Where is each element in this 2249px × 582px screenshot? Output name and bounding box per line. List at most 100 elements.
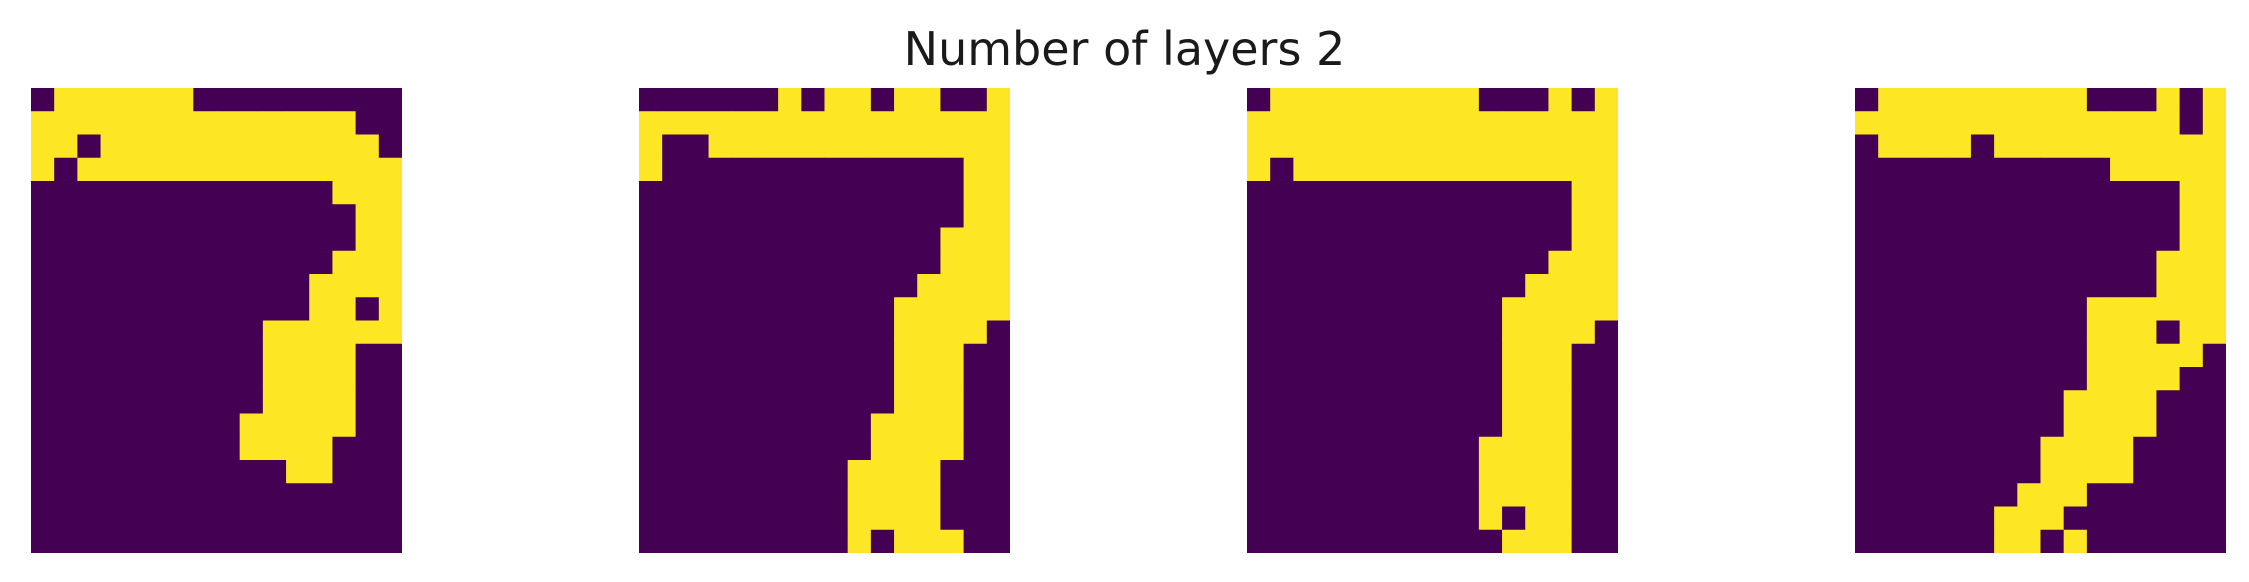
heatmap-cell bbox=[2179, 390, 2204, 415]
heatmap-cell bbox=[2063, 274, 2088, 298]
heatmap-cell bbox=[778, 297, 802, 322]
heatmap-panel-3 bbox=[1247, 88, 1618, 553]
heatmap-cell bbox=[1432, 506, 1457, 531]
heatmap-cell bbox=[2156, 181, 2181, 205]
heatmap-cell bbox=[77, 529, 102, 553]
heatmap-cell bbox=[986, 529, 1010, 553]
heatmap-cell bbox=[77, 506, 102, 531]
heatmap-cell bbox=[778, 250, 802, 275]
heatmap-cell bbox=[963, 134, 988, 159]
heatmap-cell bbox=[2133, 436, 2158, 461]
heatmap-cell bbox=[917, 250, 942, 275]
heatmap-cell bbox=[2202, 134, 2226, 159]
heatmap-cell bbox=[77, 436, 102, 461]
heatmap-cell bbox=[1247, 367, 1271, 391]
heatmap-cell bbox=[1339, 320, 1364, 345]
heatmap-cell bbox=[216, 274, 241, 298]
heatmap-cell bbox=[193, 157, 218, 182]
heatmap-cell bbox=[1970, 436, 1995, 461]
heatmap-cell bbox=[216, 506, 241, 531]
heatmap-cell bbox=[847, 367, 872, 391]
heatmap-cell bbox=[986, 436, 1010, 461]
heatmap-cell bbox=[1478, 460, 1503, 484]
heatmap-cell bbox=[1455, 274, 1480, 298]
heatmap-cell bbox=[731, 157, 756, 182]
heatmap-cell bbox=[1362, 250, 1387, 275]
heatmap-cell bbox=[123, 227, 148, 252]
heatmap-cell bbox=[1855, 367, 1879, 391]
heatmap-cell bbox=[1571, 529, 1596, 553]
heatmap-cell bbox=[2179, 483, 2204, 508]
heatmap-cell bbox=[1571, 274, 1596, 298]
heatmap-cell bbox=[1432, 157, 1457, 182]
heatmap-cell bbox=[262, 343, 287, 368]
heatmap-cell bbox=[639, 250, 663, 275]
heatmap-cell bbox=[1432, 111, 1457, 136]
heatmap-cell bbox=[1502, 134, 1526, 159]
heatmap-cell bbox=[1970, 320, 1995, 345]
heatmap-cell bbox=[2156, 227, 2181, 252]
heatmap-cell bbox=[355, 506, 380, 531]
heatmap-cell bbox=[940, 297, 965, 322]
heatmap-cell bbox=[639, 204, 663, 229]
heatmap-cell bbox=[639, 367, 663, 391]
heatmap-cell bbox=[2110, 134, 2134, 159]
heatmap-cell bbox=[963, 460, 988, 484]
heatmap-cell bbox=[77, 250, 102, 275]
heatmap-cell bbox=[1855, 134, 1879, 159]
heatmap-cell bbox=[1594, 413, 1618, 438]
heatmap-cell bbox=[917, 367, 942, 391]
heatmap-cell bbox=[2017, 274, 2042, 298]
heatmap-cell bbox=[2086, 367, 2111, 391]
heatmap-cell bbox=[708, 506, 733, 531]
heatmap-cell bbox=[801, 297, 826, 322]
heatmap-cell bbox=[332, 111, 357, 136]
heatmap-cell bbox=[123, 157, 148, 182]
heatmap-cell bbox=[894, 460, 918, 484]
heatmap-cell bbox=[1947, 506, 1972, 531]
heatmap-cell bbox=[2202, 483, 2226, 508]
heatmap-cell bbox=[1455, 157, 1480, 182]
heatmap-cell bbox=[378, 250, 402, 275]
heatmap-cell bbox=[894, 274, 918, 298]
heatmap-cell bbox=[170, 413, 194, 438]
heatmap-cell bbox=[1970, 297, 1995, 322]
heatmap-cell bbox=[1525, 320, 1550, 345]
heatmap-cell bbox=[100, 250, 125, 275]
heatmap-cell bbox=[708, 274, 733, 298]
heatmap-cell bbox=[239, 88, 264, 112]
heatmap-cell bbox=[170, 250, 194, 275]
heatmap-cell bbox=[1316, 483, 1341, 508]
heatmap-cell bbox=[2086, 250, 2111, 275]
heatmap-cell bbox=[2017, 529, 2042, 553]
heatmap-cell bbox=[1548, 483, 1573, 508]
heatmap-cell bbox=[286, 204, 310, 229]
heatmap-cell bbox=[146, 460, 171, 484]
heatmap-cell bbox=[1386, 460, 1410, 484]
heatmap-cell bbox=[31, 181, 55, 205]
heatmap-cell bbox=[1924, 250, 1949, 275]
heatmap-cell bbox=[917, 483, 942, 508]
heatmap-cell bbox=[754, 274, 779, 298]
heatmap-cell bbox=[146, 529, 171, 553]
heatmap-cell bbox=[801, 343, 826, 368]
heatmap-cell bbox=[1455, 529, 1480, 553]
heatmap-cell bbox=[778, 320, 802, 345]
heatmap-cell bbox=[940, 367, 965, 391]
heatmap-cell bbox=[940, 460, 965, 484]
heatmap-cell bbox=[754, 227, 779, 252]
heatmap-cell bbox=[1432, 483, 1457, 508]
heatmap-cell bbox=[146, 204, 171, 229]
heatmap-cell bbox=[1270, 297, 1294, 322]
heatmap-cell bbox=[1409, 436, 1434, 461]
heatmap-cell bbox=[917, 111, 942, 136]
heatmap-cell bbox=[193, 483, 218, 508]
heatmap-cell bbox=[31, 506, 55, 531]
heatmap-cell bbox=[1409, 88, 1434, 112]
heatmap-cell bbox=[1548, 297, 1573, 322]
heatmap-cell bbox=[123, 250, 148, 275]
heatmap-cell bbox=[1316, 460, 1341, 484]
heatmap-cell bbox=[2202, 320, 2226, 345]
heatmap-cell bbox=[123, 134, 148, 159]
heatmap-cell bbox=[309, 204, 334, 229]
